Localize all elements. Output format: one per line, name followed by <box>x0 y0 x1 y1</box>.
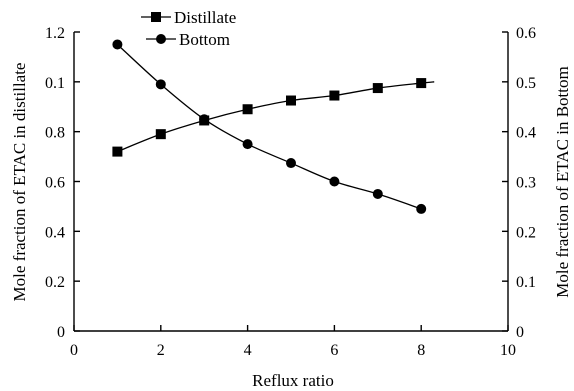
legend-distillate-marker <box>151 12 161 22</box>
distillate-point <box>286 95 296 106</box>
bottom-point <box>155 79 166 90</box>
x-axis-title: Reflux ratio <box>252 371 334 390</box>
y-right-tick-label: 0.4 <box>516 125 536 142</box>
distillate-line <box>117 81 435 153</box>
distillate-point <box>242 104 253 115</box>
axes <box>73 32 509 332</box>
y-right-tick-label: 0.6 <box>516 25 536 42</box>
y-right-tick-label: 0 <box>516 324 524 341</box>
bottom-point <box>416 203 427 214</box>
distillate-point <box>329 90 340 101</box>
y-right-tick-label: 0.2 <box>516 224 536 241</box>
legend-bottom-marker <box>156 34 166 44</box>
x-tick-label: 6 <box>330 342 338 359</box>
legend-bottom-label: Bottom <box>179 30 230 49</box>
y-left-tick-label: 0.6 <box>45 175 65 192</box>
distillate-point <box>112 146 123 157</box>
y-left-tick-label: 0 <box>57 324 65 341</box>
bottom-point <box>112 39 123 50</box>
legend: Distillate Bottom <box>141 8 236 49</box>
bottom-point <box>199 114 210 125</box>
x-tick-label: 8 <box>417 342 425 359</box>
y-left-tick-label: 0.4 <box>45 224 65 241</box>
bottom-point <box>329 176 340 187</box>
bottom-point <box>286 158 296 169</box>
y-left-tick-label: 1.2 <box>45 25 65 42</box>
x-tick-label: 2 <box>157 342 165 359</box>
legend-distillate-label: Distillate <box>174 8 236 27</box>
x-tick-label: 4 <box>244 342 252 359</box>
y-right-tick-label: 0.1 <box>516 274 536 291</box>
bottom-point <box>242 139 253 150</box>
y-right-tick-label: 0.3 <box>516 175 536 192</box>
x-tick-label: 10 <box>500 342 516 359</box>
distillate-point <box>416 78 427 89</box>
bottom-line <box>116 43 422 210</box>
series-layer <box>112 39 435 214</box>
y-left-tick-label: 0.2 <box>45 274 65 291</box>
y-left-tick-label: 0.8 <box>45 125 65 142</box>
distillate-point <box>155 129 166 140</box>
y-axis-title-left: Mole fraction of ETAC in distillate <box>10 63 29 302</box>
y-axis-title-right: Mole fraction of ETAC in Bottom <box>553 66 572 297</box>
bottom-point <box>372 188 383 199</box>
x-tick-label: 0 <box>70 342 78 359</box>
distillate-point <box>372 83 383 94</box>
ticks: 0 2 4 6 8 1000.20.40.60.80.11.200.10.20.30.40… <box>45 25 536 359</box>
y-left-tick-label: 0.1 <box>45 75 65 92</box>
y-right-tick-label: 0.5 <box>516 75 536 92</box>
